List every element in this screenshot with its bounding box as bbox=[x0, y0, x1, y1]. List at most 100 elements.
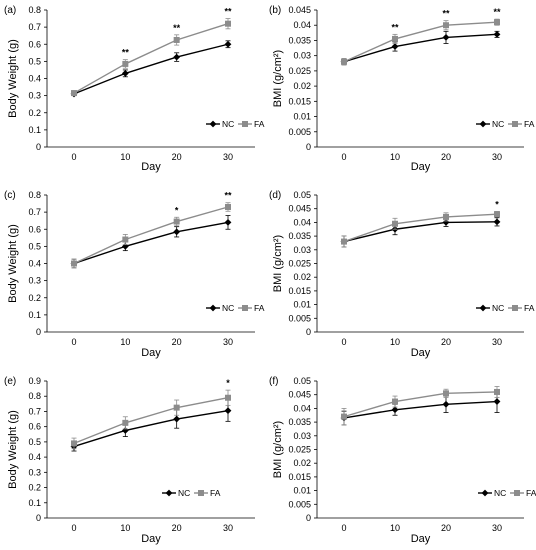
significance-marker: ** bbox=[224, 191, 232, 201]
legend-marker bbox=[512, 305, 518, 311]
series-nc bbox=[340, 30, 501, 66]
y-tick-label: 0.4 bbox=[28, 259, 41, 269]
legend-label: NC bbox=[222, 119, 234, 129]
legend-label: NC bbox=[494, 488, 506, 498]
data-point bbox=[225, 394, 231, 401]
data-point bbox=[494, 211, 500, 218]
y-tick-label: 0.6 bbox=[28, 39, 41, 49]
data-point bbox=[122, 419, 129, 426]
data-point bbox=[173, 228, 181, 236]
y-tick-label: 0.015 bbox=[288, 286, 311, 296]
data-point bbox=[173, 404, 180, 411]
series-line bbox=[73, 43, 229, 95]
series-fa bbox=[341, 18, 500, 66]
y-tick-label: 0.2 bbox=[28, 483, 41, 493]
x-tick-label: 10 bbox=[390, 337, 400, 347]
series-line bbox=[343, 213, 498, 243]
y-tick-label: 0.3 bbox=[28, 91, 41, 101]
data-point bbox=[173, 36, 180, 43]
x-tick-label: 0 bbox=[341, 523, 346, 533]
x-tick-label: 30 bbox=[492, 152, 502, 162]
data-point bbox=[71, 90, 77, 97]
significance-marker: ** bbox=[122, 48, 130, 58]
legend-marker bbox=[242, 121, 248, 127]
y-tick-label: 0.5 bbox=[28, 437, 41, 447]
y-axis-label: BMI (g/cm²) bbox=[272, 421, 284, 478]
data-point bbox=[341, 58, 347, 65]
y-axis-label: Body Weight (g) bbox=[7, 224, 19, 303]
data-point bbox=[391, 43, 399, 50]
data-point bbox=[443, 213, 449, 220]
data-point bbox=[442, 400, 450, 408]
x-tick-label: 0 bbox=[71, 523, 76, 533]
series-line bbox=[73, 409, 229, 448]
y-tick-label: 0.8 bbox=[28, 5, 41, 15]
legend-marker bbox=[209, 120, 217, 128]
data-point bbox=[121, 69, 129, 77]
data-point bbox=[122, 60, 129, 67]
significance-marker: * bbox=[226, 378, 230, 388]
legend: NC FA bbox=[478, 488, 536, 498]
y-tick-label: 0.015 bbox=[288, 96, 311, 106]
legend-marker bbox=[209, 304, 217, 312]
data-point bbox=[494, 19, 500, 26]
y-tick-label: 0.7 bbox=[28, 207, 41, 217]
series-fa bbox=[341, 211, 500, 248]
x-tick-label: 30 bbox=[223, 523, 233, 533]
y-tick-label: 0.5 bbox=[28, 56, 41, 66]
data-point bbox=[442, 34, 450, 41]
x-tick-label: 30 bbox=[492, 337, 502, 347]
y-tick-label: 0.025 bbox=[288, 259, 311, 269]
y-tick-label: 0.01 bbox=[293, 112, 311, 122]
data-point bbox=[71, 440, 77, 447]
data-point bbox=[493, 398, 501, 405]
x-tick-label: 30 bbox=[223, 152, 233, 162]
x-axis-label: Day bbox=[141, 533, 161, 545]
y-tick-label: 0.2 bbox=[28, 293, 41, 303]
legend-marker bbox=[198, 490, 204, 496]
panel-a: (a) Body Weight (g) 0 0.1 0.2 0.3 0.4 0.5 0.6 0.7… bbox=[4, 5, 265, 173]
y-tick-label: 0.01 bbox=[293, 300, 311, 310]
y-tick-label: 0 bbox=[306, 513, 311, 523]
x-tick-label: 20 bbox=[172, 337, 182, 347]
data-point bbox=[442, 219, 450, 226]
x-tick-label: 10 bbox=[390, 523, 400, 533]
data-point bbox=[392, 398, 398, 405]
legend: NC FA bbox=[206, 303, 265, 313]
y-tick-label: 0.3 bbox=[28, 276, 41, 286]
significance-marker: ** bbox=[493, 7, 501, 17]
x-tick-label: 30 bbox=[223, 337, 233, 347]
series-nc bbox=[340, 390, 501, 426]
legend-label: FA bbox=[524, 303, 535, 313]
y-tick-label: 0.7 bbox=[28, 406, 41, 416]
series-line bbox=[73, 397, 229, 445]
y-tick-label: 0.8 bbox=[28, 391, 41, 401]
data-point bbox=[122, 236, 129, 243]
panel-label: (c) bbox=[4, 190, 16, 201]
data-point bbox=[173, 53, 181, 61]
legend: NC FA bbox=[476, 119, 535, 129]
y-tick-label: 0.02 bbox=[293, 272, 311, 282]
data-point bbox=[71, 260, 77, 267]
x-axis-label: Day bbox=[141, 161, 161, 173]
y-tick-label: 0 bbox=[36, 327, 41, 337]
y-axis-label: BMI (g/cm²) bbox=[272, 235, 284, 292]
data-point bbox=[341, 413, 347, 420]
legend-label: FA bbox=[526, 488, 536, 498]
x-tick-label: 10 bbox=[120, 523, 130, 533]
panel-e: (e) Body Weight (g) 0 0.1 0.2 0.3 0.4 0.5 0.6 0.7… bbox=[4, 376, 255, 545]
x-tick-label: 0 bbox=[341, 337, 346, 347]
series-line bbox=[343, 391, 498, 418]
series-nc bbox=[70, 40, 232, 98]
y-tick-label: 0.035 bbox=[288, 417, 311, 427]
data-point bbox=[493, 30, 501, 38]
panel-b: (b) BMI (g/cm²) 0 0.005 0.01 0.015 0.02 0.025 0.… bbox=[269, 5, 535, 173]
panel-f: (f) BMI (g/cm²) 0 0.005 0.01 0.015 0.02 0.025 0.… bbox=[269, 376, 536, 545]
y-tick-label: 0 bbox=[306, 327, 311, 337]
series-nc bbox=[70, 215, 232, 269]
y-tick-label: 0.9 bbox=[28, 376, 41, 386]
series-nc bbox=[340, 217, 501, 248]
legend-label: FA bbox=[254, 303, 265, 313]
y-tick-label: 0.8 bbox=[28, 190, 41, 200]
data-point bbox=[494, 388, 500, 395]
